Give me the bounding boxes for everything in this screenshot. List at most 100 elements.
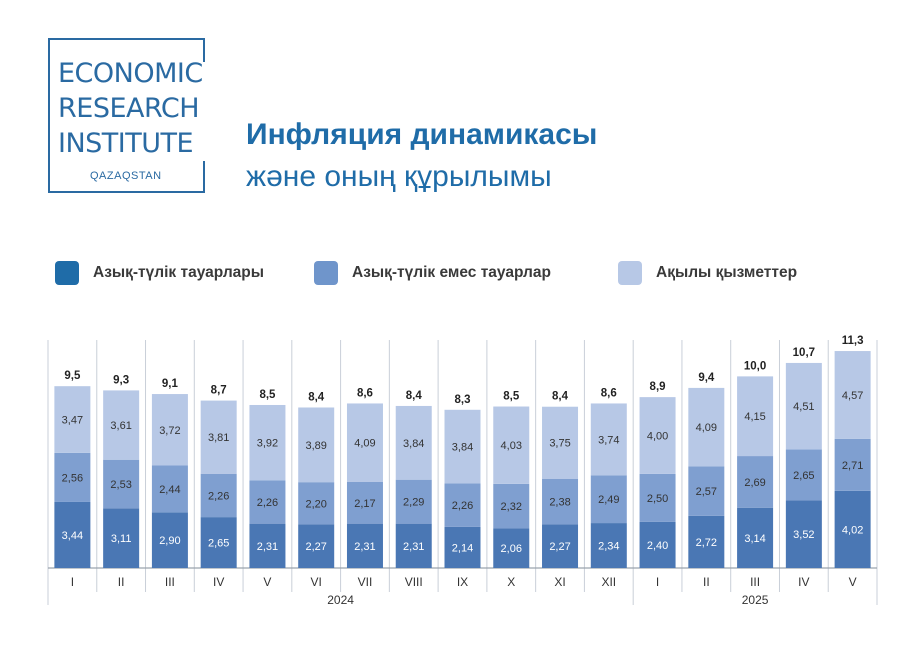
data-label: 2,50	[647, 493, 668, 505]
data-label: 2,20	[305, 498, 326, 510]
bar-segment-nonfood	[542, 478, 579, 525]
data-label: 4,02	[842, 524, 863, 536]
bar-segment-services	[103, 390, 140, 460]
tick-label: II	[703, 575, 710, 589]
bar-segment-services	[151, 394, 188, 466]
tick-label: V	[263, 575, 271, 589]
bar-segment-food	[298, 524, 335, 568]
data-label: 3,81	[208, 432, 229, 444]
total-label: 8,3	[455, 394, 471, 406]
bar-segment-nonfood	[834, 438, 871, 491]
legend-swatch-food	[55, 261, 79, 285]
bar-segment-nonfood	[346, 481, 383, 524]
data-label: 4,00	[647, 431, 668, 443]
tick-label: XI	[554, 575, 565, 589]
data-label: 2,44	[159, 484, 180, 496]
data-label: 2,49	[598, 494, 619, 506]
tick-label: IX	[457, 575, 468, 589]
bar-segment-services	[200, 400, 237, 474]
legend-item-food: Азық-түлік тауарлары	[55, 260, 264, 286]
data-label: 2,29	[403, 497, 424, 509]
data-label: 2,26	[208, 490, 229, 502]
logo-text-line2: RESEARCH	[58, 93, 202, 124]
total-label: 8,6	[601, 387, 617, 399]
data-label: 3,92	[257, 438, 278, 450]
total-label: 9,3	[113, 374, 129, 386]
data-label: 4,09	[696, 422, 717, 434]
bar-segment-nonfood	[249, 480, 286, 524]
chart-subtitle: және оның құрылымы	[246, 160, 552, 193]
data-label: 2,65	[208, 538, 229, 550]
data-label: 2,71	[842, 460, 863, 472]
bar-segment-nonfood	[444, 483, 481, 527]
data-label: 2,26	[452, 500, 473, 512]
data-label: 3,44	[62, 530, 83, 542]
tick-label: II	[118, 575, 125, 589]
bar-segment-food	[103, 508, 140, 568]
data-label: 3,84	[452, 442, 473, 454]
bar-segment-food	[444, 526, 481, 568]
data-label: 4,03	[501, 440, 522, 452]
bar-segment-nonfood	[151, 465, 188, 513]
bar-segment-services	[346, 403, 383, 482]
bar-segment-food	[785, 500, 822, 568]
data-label: 2,57	[696, 486, 717, 498]
tick-label: I	[656, 575, 659, 589]
bar-segment-food	[54, 501, 91, 568]
tick-label: IV	[213, 575, 224, 589]
total-label: 8,6	[357, 387, 373, 399]
logo-text-line3: INSTITUTE	[58, 128, 196, 159]
bar-segment-services	[493, 406, 530, 484]
tick-label: III	[165, 575, 175, 589]
tick-label: VI	[311, 575, 322, 589]
bar-segment-services	[54, 386, 91, 453]
bar-segment-food	[151, 512, 188, 568]
logo-text-line1: ECONOMIC	[58, 58, 205, 89]
bar-segment-services	[444, 409, 481, 484]
data-label: 2,17	[354, 498, 375, 510]
bar-segment-services	[688, 387, 725, 467]
chart-title: Инфляция динамикасы	[246, 118, 598, 151]
total-label: 8,4	[308, 391, 325, 403]
bar-segment-nonfood	[298, 482, 335, 525]
bar-segment-services	[785, 362, 822, 450]
data-label: 2,72	[696, 537, 717, 549]
data-label: 3,75	[549, 438, 570, 450]
bar-segment-services	[298, 407, 335, 483]
bar-segment-nonfood	[639, 473, 676, 522]
data-label: 2,27	[549, 541, 570, 553]
bar-segment-food	[346, 523, 383, 568]
bar-segment-food	[200, 517, 237, 568]
data-label: 3,74	[598, 434, 619, 446]
data-label: 2,14	[452, 542, 473, 554]
bar-segment-food	[737, 507, 774, 568]
data-label: 2,65	[793, 470, 814, 482]
tick-label: I	[71, 575, 74, 589]
data-label: 2,69	[744, 477, 765, 489]
legend-label-services: Ақылы қызметтер	[656, 264, 798, 281]
data-label: 3,14	[744, 533, 765, 545]
data-label: 2,34	[598, 541, 619, 553]
total-label: 11,3	[842, 335, 864, 347]
total-label: 10,0	[744, 360, 766, 372]
data-label: 3,52	[793, 529, 814, 541]
tick-label: X	[507, 575, 515, 589]
legend-item-nonfood: Азық-түлік емес тауарлар	[314, 260, 551, 286]
data-label: 3,84	[403, 438, 424, 450]
bar-segment-services	[542, 406, 579, 479]
data-label: 2,53	[110, 479, 131, 491]
bar-segment-food	[395, 523, 432, 568]
data-label: 3,89	[305, 440, 326, 452]
bar-segment-food	[542, 524, 579, 568]
total-label: 9,4	[698, 372, 715, 384]
data-label: 2,90	[159, 535, 180, 547]
data-label: 3,72	[159, 425, 180, 437]
data-label: 2,06	[501, 543, 522, 555]
total-label: 8,4	[406, 390, 423, 402]
bar-segment-food	[639, 521, 676, 568]
total-label: 9,1	[162, 378, 179, 390]
bar-segment-services	[249, 404, 286, 481]
bar-segment-services	[737, 376, 774, 457]
bar-segment-food	[590, 523, 627, 568]
data-label: 4,09	[354, 438, 375, 450]
